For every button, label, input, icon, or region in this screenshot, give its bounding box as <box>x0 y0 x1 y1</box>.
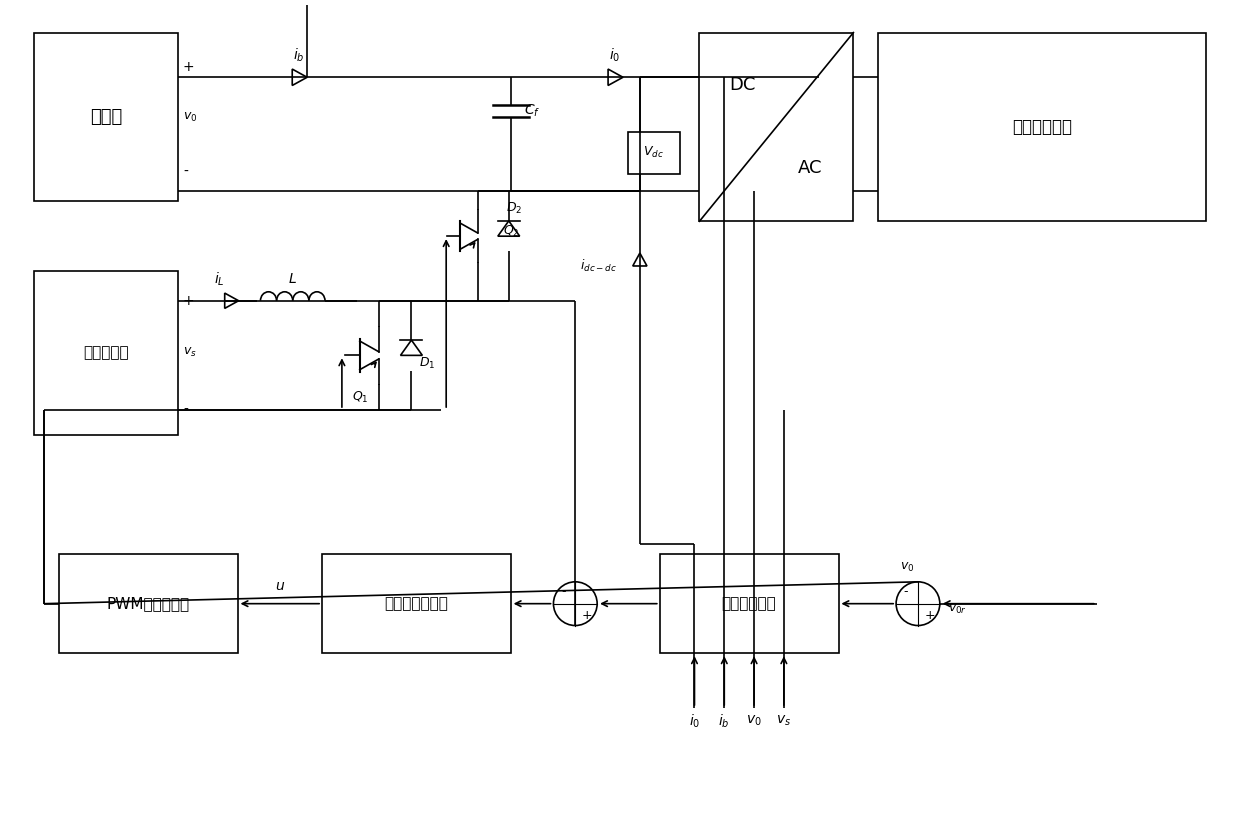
Text: $L$: $L$ <box>289 272 297 285</box>
Text: 协同控制策略: 协同控制策略 <box>722 596 777 611</box>
Text: $u$: $u$ <box>275 579 285 593</box>
Text: $D_1$: $D_1$ <box>419 356 435 371</box>
Bar <box>58 554 238 654</box>
Text: 滞环电流控制器: 滞环电流控制器 <box>384 596 449 611</box>
Text: $v_0$: $v_0$ <box>900 561 914 574</box>
Text: $v_0$: $v_0$ <box>746 713 762 728</box>
Text: $i_0$: $i_0$ <box>689 712 700 730</box>
Text: +: + <box>183 61 195 74</box>
Text: $v_s$: $v_s$ <box>183 346 197 359</box>
Text: -: - <box>183 164 188 178</box>
Bar <box>33 271 178 435</box>
Text: -: - <box>561 585 565 598</box>
Text: PWM信号发生器: PWM信号发生器 <box>107 596 190 611</box>
Bar <box>33 33 178 201</box>
Text: DC: DC <box>730 76 756 94</box>
Text: 超级电容器: 超级电容器 <box>83 345 129 361</box>
Text: $i_{dc-dc}$: $i_{dc-dc}$ <box>580 258 617 274</box>
Text: $v_s$: $v_s$ <box>777 713 792 728</box>
Text: $i_b$: $i_b$ <box>294 47 305 64</box>
Bar <box>659 554 839 654</box>
Bar <box>628 132 679 173</box>
Text: $C_f$: $C_f$ <box>524 103 540 119</box>
Text: $v_0$: $v_0$ <box>183 110 197 124</box>
Text: $i_b$: $i_b$ <box>719 712 730 730</box>
Text: -: - <box>903 585 908 598</box>
Bar <box>878 33 1206 222</box>
Text: +: + <box>924 609 935 622</box>
Bar <box>322 554 510 654</box>
Text: -: - <box>183 403 188 417</box>
Text: $V_{dc}$: $V_{dc}$ <box>643 146 664 160</box>
Text: AC: AC <box>798 160 823 178</box>
Text: $i_L$: $i_L$ <box>214 270 225 288</box>
Text: $i_0$: $i_0$ <box>610 47 621 64</box>
Text: 蓄电池: 蓄电池 <box>90 108 123 126</box>
Text: 交流驱动电机: 交流驱动电机 <box>1012 118 1072 136</box>
Text: $Q_1$: $Q_1$ <box>352 390 369 406</box>
Text: $D_2$: $D_2$ <box>506 201 522 216</box>
Text: $Q_2$: $Q_2$ <box>503 223 519 239</box>
Text: +: + <box>582 609 592 622</box>
Text: +: + <box>183 294 195 308</box>
Bar <box>700 33 854 222</box>
Text: $v_{0r}$: $v_{0r}$ <box>948 603 966 616</box>
